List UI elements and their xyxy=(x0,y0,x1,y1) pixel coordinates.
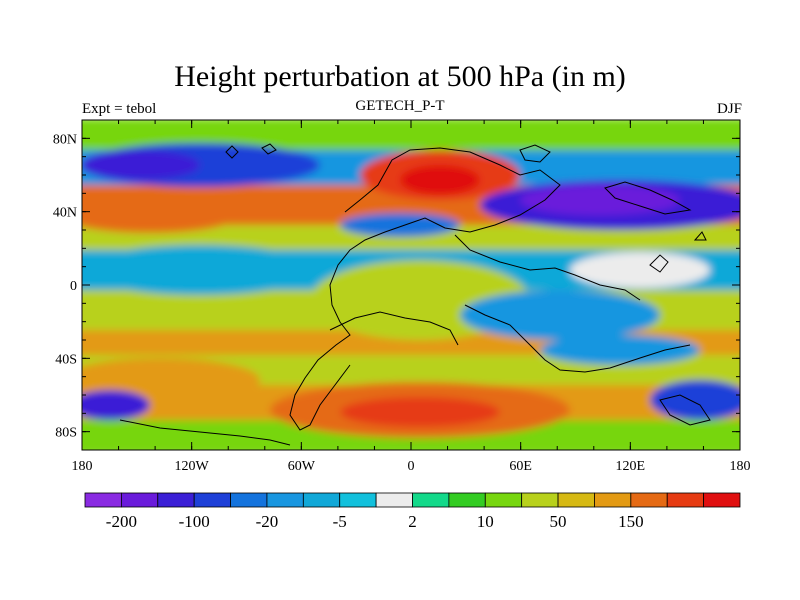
y-tick-label: 80S xyxy=(55,426,77,441)
colorbar-swatch xyxy=(375,492,413,508)
subtitle-left: Expt = tebol xyxy=(82,101,157,117)
colorbar-swatch xyxy=(412,492,450,508)
colorbar-swatch xyxy=(339,492,377,508)
colorbar-swatch xyxy=(594,492,632,508)
x-tick-label: 180 xyxy=(730,459,751,474)
colorbar-label: -100 xyxy=(179,512,210,531)
colorbar: -200 -100 -20 -5 2 10 50 150 xyxy=(84,492,741,531)
x-tick-label: 0 xyxy=(408,459,415,474)
colorbar-label: -200 xyxy=(106,512,137,531)
colorbar-swatch xyxy=(120,492,159,508)
colorbar-swatch xyxy=(521,492,559,508)
x-axis: 180 120W 60W 0 60E 120E 180 xyxy=(72,120,751,474)
colorbar-swatch xyxy=(157,492,195,508)
coastline-segment xyxy=(225,143,277,159)
height-field xyxy=(82,120,740,450)
colorbar-swatch xyxy=(230,492,268,508)
coastline-segment xyxy=(289,147,561,431)
colorbar-swatch xyxy=(448,492,486,508)
colorbar-label: -5 xyxy=(333,512,347,531)
subtitle-right: DJF xyxy=(716,101,742,117)
colorbar-swatch xyxy=(193,492,231,508)
colorbar-swatch xyxy=(484,492,523,508)
coastline-segment xyxy=(519,144,551,163)
colorbar-swatch xyxy=(630,492,668,508)
x-tick-label: 60E xyxy=(509,459,532,474)
colorbar-swatch xyxy=(266,492,304,508)
colorbar-label: 150 xyxy=(618,512,644,531)
y-tick-label: 40S xyxy=(55,352,77,367)
x-tick-label: 120W xyxy=(175,459,210,474)
coastline-segment xyxy=(329,311,459,346)
colorbar-swatch xyxy=(84,492,122,508)
x-tick-label: 180 xyxy=(72,459,93,474)
coastlines xyxy=(119,143,711,446)
coastline-segment xyxy=(659,394,711,426)
colorbar-swatch xyxy=(666,492,705,508)
y-tick-label: 80N xyxy=(53,132,77,147)
colorbar-swatch xyxy=(703,492,741,508)
coastline-segment xyxy=(604,181,692,215)
coastline-segment xyxy=(454,234,641,301)
colorbar-label: 2 xyxy=(408,512,417,531)
coastline-segment xyxy=(119,419,291,446)
y-axis: 80N 40N 0 40S 80S xyxy=(53,132,740,441)
y-tick-label: 0 xyxy=(70,279,77,294)
x-tick-label: 60W xyxy=(288,459,316,474)
subtitle-center: GETECH_P-T xyxy=(355,98,445,114)
x-tick-label: 120E xyxy=(616,459,646,474)
colorbar-label: 50 xyxy=(550,512,567,531)
colorbar-swatch xyxy=(302,492,341,508)
colorbar-label: 10 xyxy=(477,512,494,531)
coastline-segment xyxy=(464,304,691,373)
y-tick-label: 40N xyxy=(53,206,77,221)
coastline-segment xyxy=(649,231,707,273)
colorbar-swatch xyxy=(557,492,595,508)
chart-title: Height perturbation at 500 hPa (in m) xyxy=(174,60,626,93)
colorbar-label: -20 xyxy=(256,512,279,531)
